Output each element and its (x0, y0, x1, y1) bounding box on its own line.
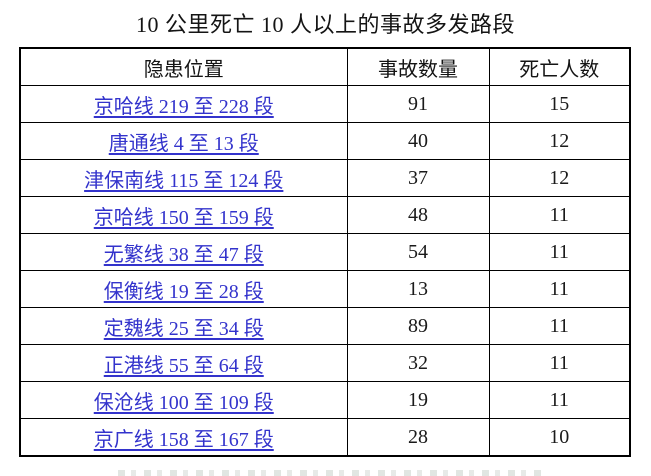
death-count-cell: 12 (488, 159, 631, 197)
table-row: 定魏线 25 至 34 段 89 11 (19, 307, 631, 345)
table-row: 保沧线 100 至 109 段 19 11 (19, 381, 631, 419)
page-title: 10 公里死亡 10 人以上的事故多发路段 (135, 12, 515, 37)
death-count-cell: 11 (488, 307, 631, 345)
death-count-cell: 11 (488, 270, 631, 308)
accident-count-cell: 40 (346, 122, 490, 160)
accident-count-cell: 48 (346, 196, 490, 234)
death-count-cell: 12 (488, 122, 631, 160)
table-row: 京广线 158 至 167 段 28 10 (19, 418, 631, 457)
hazard-location-link[interactable]: 唐通线 4 至 13 段 (108, 132, 259, 155)
table-row: 唐通线 4 至 13 段 40 12 (19, 122, 631, 160)
table-row: 正港线 55 至 64 段 32 11 (19, 344, 631, 382)
table-row: 保衡线 19 至 28 段 13 11 (19, 270, 631, 308)
accident-count-cell: 28 (346, 418, 490, 457)
table-row: 无繁线 38 至 47 段 54 11 (19, 233, 631, 271)
hazard-location-link[interactable]: 京哈线 219 至 228 段 (93, 95, 274, 118)
table-row: 京哈线 150 至 159 段 48 11 (19, 196, 631, 234)
accident-count-cell: 89 (346, 307, 490, 345)
table-row: 京哈线 219 至 228 段 91 15 (19, 85, 631, 123)
hazard-location-link[interactable]: 京广线 158 至 167 段 (93, 428, 274, 451)
death-count-cell: 11 (488, 381, 631, 419)
accident-count-cell: 37 (346, 159, 490, 197)
accident-count-cell: 32 (346, 344, 490, 382)
accident-count-cell: 13 (346, 270, 490, 308)
death-count-cell: 11 (488, 196, 631, 234)
death-count-cell: 15 (488, 85, 631, 123)
table-row: 津保南线 115 至 124 段 37 12 (19, 159, 631, 197)
column-header-deaths: 死亡人数 (488, 47, 631, 86)
hazard-location-link[interactable]: 定魏线 25 至 34 段 (103, 317, 264, 340)
accident-table: 隐患位置 事故数量 死亡人数 京哈线 219 至 228 段 91 15 唐通线… (19, 47, 631, 457)
column-header-accidents: 事故数量 (346, 47, 490, 86)
death-count-cell: 11 (488, 233, 631, 271)
hazard-location-link[interactable]: 正港线 55 至 64 段 (103, 354, 264, 377)
hazard-location-link[interactable]: 保沧线 100 至 109 段 (93, 391, 274, 414)
death-count-cell: 11 (488, 344, 631, 382)
hazard-location-link[interactable]: 无繁线 38 至 47 段 (103, 243, 264, 266)
table-header-row: 隐患位置 事故数量 死亡人数 (19, 47, 631, 86)
cutoff-text-fragment (118, 470, 542, 476)
column-header-location: 隐患位置 (19, 47, 348, 86)
hazard-location-link[interactable]: 津保南线 115 至 124 段 (84, 169, 284, 192)
hazard-location-link[interactable]: 保衡线 19 至 28 段 (103, 280, 264, 303)
accident-count-cell: 91 (346, 85, 490, 123)
hazard-location-link[interactable]: 京哈线 150 至 159 段 (93, 206, 274, 229)
death-count-cell: 10 (488, 418, 631, 457)
accident-count-cell: 54 (346, 233, 490, 271)
accident-count-cell: 19 (346, 381, 490, 419)
